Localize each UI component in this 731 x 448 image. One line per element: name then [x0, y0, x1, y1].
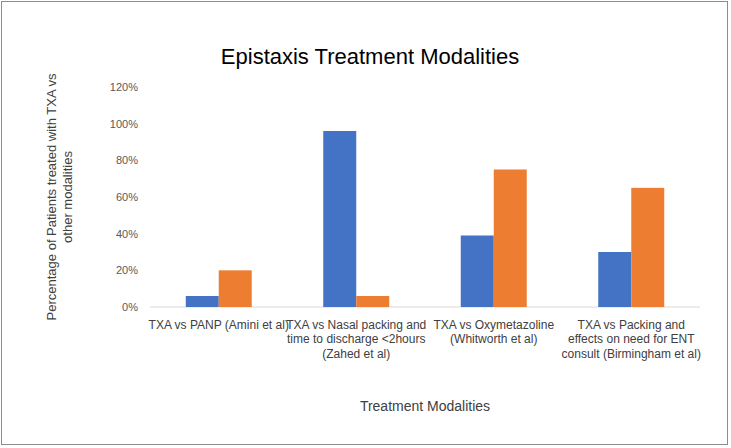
chart: 0% 20% 40% 60% 80% 100% 120% Epistaxis Treatmen…	[0, 0, 731, 448]
y-tick-label: 80%	[116, 154, 138, 166]
x-axis-label: Treatment Modalities	[150, 398, 700, 415]
bar	[186, 296, 219, 307]
bar	[598, 252, 631, 307]
x-tick-label: TXA vs Packing and effects on need for E…	[559, 318, 703, 361]
bar	[494, 170, 527, 308]
x-tick-label: TXA vs PANP (Amini et al)	[147, 318, 291, 332]
chart-title: Epistaxis Treatment Modalities	[0, 44, 731, 70]
bar	[323, 131, 356, 307]
y-tick-label: 0%	[122, 301, 138, 313]
bar	[219, 270, 252, 307]
x-tick-label: TXA vs Oxymetazoline (Whitworth et al)	[422, 318, 566, 347]
y-tick-label: 100%	[110, 118, 138, 130]
y-tick-label: 60%	[116, 191, 138, 203]
y-tick-label: 120%	[110, 81, 138, 93]
bar	[356, 296, 389, 307]
y-axis-label: Percentage of Patients treated with TXA …	[44, 67, 80, 327]
y-tick-label: 20%	[116, 264, 138, 276]
bars	[186, 131, 665, 307]
x-tick-label: TXA vs Nasal packing and time to dischar…	[284, 318, 428, 361]
bar	[631, 188, 664, 307]
y-tick-label: 40%	[116, 228, 138, 240]
bar	[461, 236, 494, 308]
